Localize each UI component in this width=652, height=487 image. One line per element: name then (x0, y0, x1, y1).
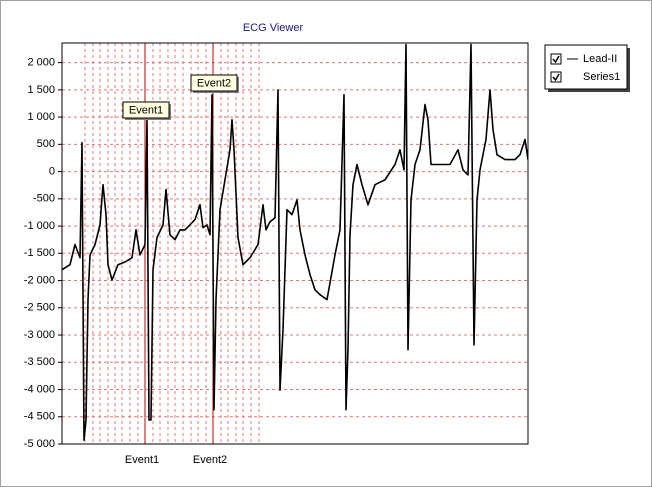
y-tick-label: -500 (33, 193, 55, 205)
legend-label: Series1 (583, 71, 620, 83)
y-tick-label: 1 000 (27, 111, 55, 123)
y-tick-label: -2 000 (24, 274, 55, 286)
y-tick-label: -3 500 (24, 356, 55, 368)
legend-check (552, 73, 560, 82)
y-tick-label: 500 (37, 138, 55, 150)
legend-checkbox[interactable] (550, 53, 562, 65)
y-tick-label: -4 000 (24, 383, 55, 395)
event-axis-label: Event2 (193, 454, 227, 466)
event-label: Event1 (129, 104, 163, 116)
y-tick-label: -1 500 (24, 247, 55, 259)
chart-title: ECG Viewer (243, 22, 304, 34)
y-tick-label: -1 000 (24, 220, 55, 232)
y-tick-label: 1 500 (27, 84, 55, 96)
ecg-line (62, 43, 528, 441)
plot-frame (61, 42, 529, 445)
y-tick-label: -2 500 (24, 302, 55, 314)
y-tick-label: 0 (49, 165, 55, 177)
y-tick-label: -3 000 (24, 329, 55, 341)
y-tick-label: 2 000 (27, 57, 55, 69)
y-tick-label: -4 500 (24, 411, 55, 423)
legend-check (552, 55, 560, 64)
y-tick-label: -5 000 (24, 438, 55, 450)
legend-label: Lead-II (583, 53, 617, 65)
event-axis-label: Event1 (125, 454, 159, 466)
event-box (122, 101, 170, 119)
legend-checkbox[interactable] (550, 71, 562, 83)
event-box (190, 74, 238, 92)
event-label: Event2 (197, 77, 231, 89)
